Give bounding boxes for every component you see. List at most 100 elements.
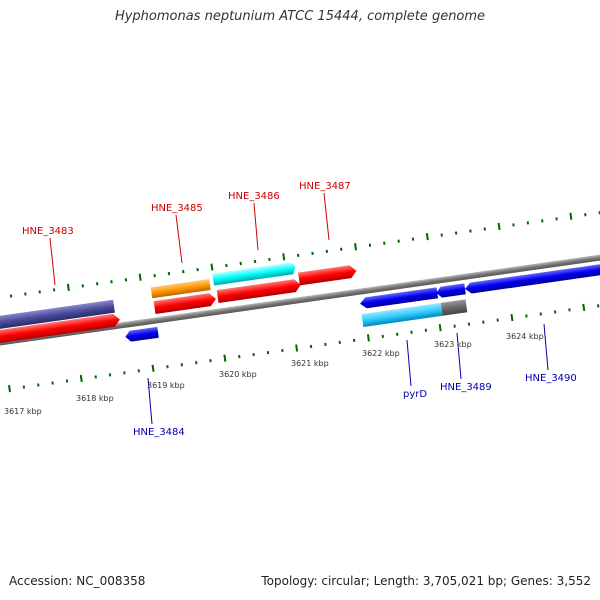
gene-label-hne3490[interactable]: HNE_3490 <box>525 373 577 384</box>
gene-feature-lightblue[interactable] <box>361 302 443 327</box>
gene-feature-hne3485-arrow[interactable] <box>153 292 217 314</box>
gene-feature-gray[interactable] <box>440 299 468 316</box>
scale-label-3618: 3618 kbp <box>76 394 114 403</box>
map-title: Hyphomonas neptunium ATCC 15444, complet… <box>114 9 486 24</box>
gene-feature-hne3483-arrow[interactable] <box>0 313 121 343</box>
upper-tick-row <box>9 211 600 298</box>
major-tick <box>510 313 514 322</box>
major-tick <box>138 273 142 281</box>
minor-tick <box>325 249 329 253</box>
minor-tick <box>194 361 198 365</box>
minor-tick <box>453 324 456 328</box>
minor-tick <box>94 375 97 379</box>
minor-tick <box>180 363 184 367</box>
accession-text: Accession: NC_008358 <box>9 574 146 588</box>
minor-tick <box>338 340 341 345</box>
minor-tick <box>395 332 399 336</box>
minor-tick <box>281 348 284 353</box>
minor-tick <box>483 227 487 231</box>
minor-tick <box>296 253 300 258</box>
scale-label-3619: 3619 kbp <box>147 381 185 390</box>
minor-tick <box>311 251 314 255</box>
minor-tick <box>525 314 528 318</box>
minor-tick <box>340 247 343 251</box>
major-tick <box>8 385 11 393</box>
minor-tick <box>368 243 372 247</box>
gene-label-pyrD[interactable]: pyrD <box>403 389 427 400</box>
major-tick <box>425 233 429 241</box>
gene-feature-orange[interactable] <box>150 279 211 299</box>
gene-label-hne3486[interactable]: HNE_3486 <box>228 191 280 202</box>
minor-tick <box>469 229 472 233</box>
gene-label-hne3485[interactable]: HNE_3485 <box>151 203 203 214</box>
minor-tick <box>37 383 40 387</box>
label-leader-line <box>456 332 462 380</box>
gene-label-leaders <box>49 192 549 425</box>
genome-summary-text: Topology: circular; Length: 3,705,021 bp… <box>261 574 591 588</box>
minor-tick <box>440 233 443 237</box>
gene-label-hne3489[interactable]: HNE_3489 <box>440 382 492 393</box>
major-tick <box>295 344 299 352</box>
minor-tick <box>238 355 241 359</box>
gene-feature-hne3487-arrow[interactable] <box>298 264 357 286</box>
scale-label-3621: 3621 kbp <box>291 359 329 368</box>
major-tick <box>366 334 370 342</box>
label-leader-line <box>147 377 153 425</box>
minor-tick <box>555 217 558 221</box>
minor-tick <box>539 312 542 316</box>
label-leader-line <box>253 202 259 251</box>
gene-label-hne3483[interactable]: HNE_3483 <box>22 226 74 237</box>
minor-tick <box>268 257 271 262</box>
minor-tick <box>397 239 400 243</box>
minor-tick <box>352 338 356 343</box>
gene-label-hne3487[interactable]: HNE_3487 <box>299 181 351 192</box>
minor-tick <box>239 261 242 266</box>
major-tick <box>66 283 70 291</box>
major-tick <box>210 263 214 271</box>
minor-tick <box>209 359 212 363</box>
minor-tick <box>153 274 156 278</box>
scale-label-3622: 3622 kbp <box>362 349 400 358</box>
genome-backbone <box>0 249 600 349</box>
major-tick <box>582 303 586 312</box>
minor-tick <box>196 267 199 272</box>
gene-feature-purple[interactable] <box>0 299 115 330</box>
minor-tick <box>137 369 140 373</box>
minor-tick <box>24 292 27 296</box>
minor-tick <box>482 320 485 324</box>
minor-tick <box>541 219 544 223</box>
lower-tick-row <box>8 303 600 393</box>
gene-feature-hne3490-arrow[interactable] <box>464 259 600 294</box>
minor-tick <box>496 318 499 322</box>
major-tick <box>354 243 358 251</box>
gene-feature-hne3486-cyan[interactable] <box>212 262 296 286</box>
minor-tick <box>81 284 85 288</box>
gene-feature-hne3486-arrow[interactable] <box>216 278 302 304</box>
gene-label-hne3484[interactable]: HNE_3484 <box>133 427 185 438</box>
major-tick <box>282 253 286 261</box>
minor-tick <box>410 330 413 334</box>
gene-feature-hne3484-arrow[interactable] <box>125 326 159 343</box>
label-leader-line <box>406 339 412 387</box>
minor-tick <box>381 334 385 338</box>
minor-tick <box>526 221 530 225</box>
label-leader-line <box>323 192 330 241</box>
gene-feature-pyrD-arrow[interactable] <box>359 287 439 309</box>
minor-tick <box>266 350 270 355</box>
minor-tick <box>166 365 169 369</box>
gene-feature-hne3489-arrow[interactable] <box>436 283 466 298</box>
minor-tick <box>124 278 128 282</box>
major-tick <box>438 324 442 332</box>
minor-tick <box>65 379 69 383</box>
label-leader-line <box>175 214 183 264</box>
minor-tick <box>225 263 228 268</box>
minor-tick <box>167 272 171 276</box>
minor-tick <box>253 259 257 264</box>
minor-tick <box>467 322 471 326</box>
minor-tick <box>596 304 600 308</box>
label-leader-line <box>49 237 56 286</box>
major-tick <box>79 374 83 383</box>
minor-tick <box>9 294 13 298</box>
minor-tick <box>309 344 313 349</box>
